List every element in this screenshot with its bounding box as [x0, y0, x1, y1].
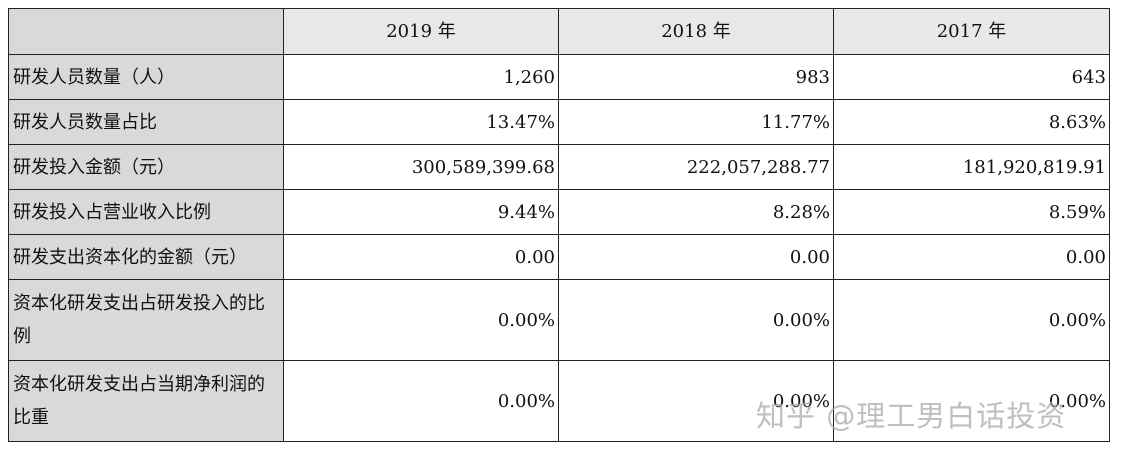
- header-year-2017: 2017 年: [833, 8, 1110, 55]
- cell-value: 8.59%: [833, 189, 1110, 235]
- cell-value: 300,589,399.68: [283, 144, 559, 190]
- cell-value: 8.28%: [558, 189, 834, 235]
- cell-value: 0.00%: [833, 360, 1110, 442]
- header-corner-cell: [8, 8, 284, 55]
- table-row: 研发投入金额（元） 300,589,399.68 222,057,288.77 …: [8, 144, 1110, 190]
- row-label-capitalized-profit-ratio: 资本化研发支出占当期净利润的比重: [8, 360, 284, 442]
- cell-value: 0.00%: [558, 360, 834, 442]
- row-label-rd-staff-count: 研发人员数量（人）: [8, 54, 284, 100]
- header-year-2018: 2018 年: [558, 8, 834, 55]
- row-label-rd-revenue-ratio: 研发投入占营业收入比例: [8, 189, 284, 235]
- cell-value: 0.00%: [283, 360, 559, 442]
- row-label-rd-investment: 研发投入金额（元）: [8, 144, 284, 190]
- cell-value: 8.63%: [833, 99, 1110, 145]
- cell-value: 983: [558, 54, 834, 100]
- table-row: 研发人员数量（人） 1,260 983 643: [8, 54, 1110, 100]
- cell-value: 9.44%: [283, 189, 559, 235]
- cell-value: 11.77%: [558, 99, 834, 145]
- cell-value: 0.00%: [833, 279, 1110, 361]
- cell-value: 222,057,288.77: [558, 144, 834, 190]
- cell-value: 0.00%: [558, 279, 834, 361]
- cell-value: 13.47%: [283, 99, 559, 145]
- table-row: 研发人员数量占比 13.47% 11.77% 8.63%: [8, 99, 1110, 145]
- cell-value: 0.00: [283, 234, 559, 280]
- header-row: 2019 年 2018 年 2017 年: [8, 8, 1110, 55]
- table-row: 研发投入占营业收入比例 9.44% 8.28% 8.59%: [8, 189, 1110, 235]
- row-label-capitalized-amount: 研发支出资本化的金额（元）: [8, 234, 284, 280]
- cell-value: 0.00%: [283, 279, 559, 361]
- table-row: 研发支出资本化的金额（元） 0.00 0.00 0.00: [8, 234, 1110, 280]
- cell-value: 1,260: [283, 54, 559, 100]
- cell-value: 181,920,819.91: [833, 144, 1110, 190]
- row-label-rd-staff-ratio: 研发人员数量占比: [8, 99, 284, 145]
- rd-data-table: 2019 年 2018 年 2017 年 研发人员数量（人） 1,260 983…: [8, 8, 1110, 442]
- table-row: 资本化研发支出占当期净利润的比重 0.00% 0.00% 0.00%: [8, 360, 1110, 442]
- row-label-capitalized-investment-ratio: 资本化研发支出占研发投入的比例: [8, 279, 284, 361]
- cell-value: 643: [833, 54, 1110, 100]
- cell-value: 0.00: [833, 234, 1110, 280]
- table-row: 资本化研发支出占研发投入的比例 0.00% 0.00% 0.00%: [8, 279, 1110, 361]
- header-year-2019: 2019 年: [283, 8, 559, 55]
- cell-value: 0.00: [558, 234, 834, 280]
